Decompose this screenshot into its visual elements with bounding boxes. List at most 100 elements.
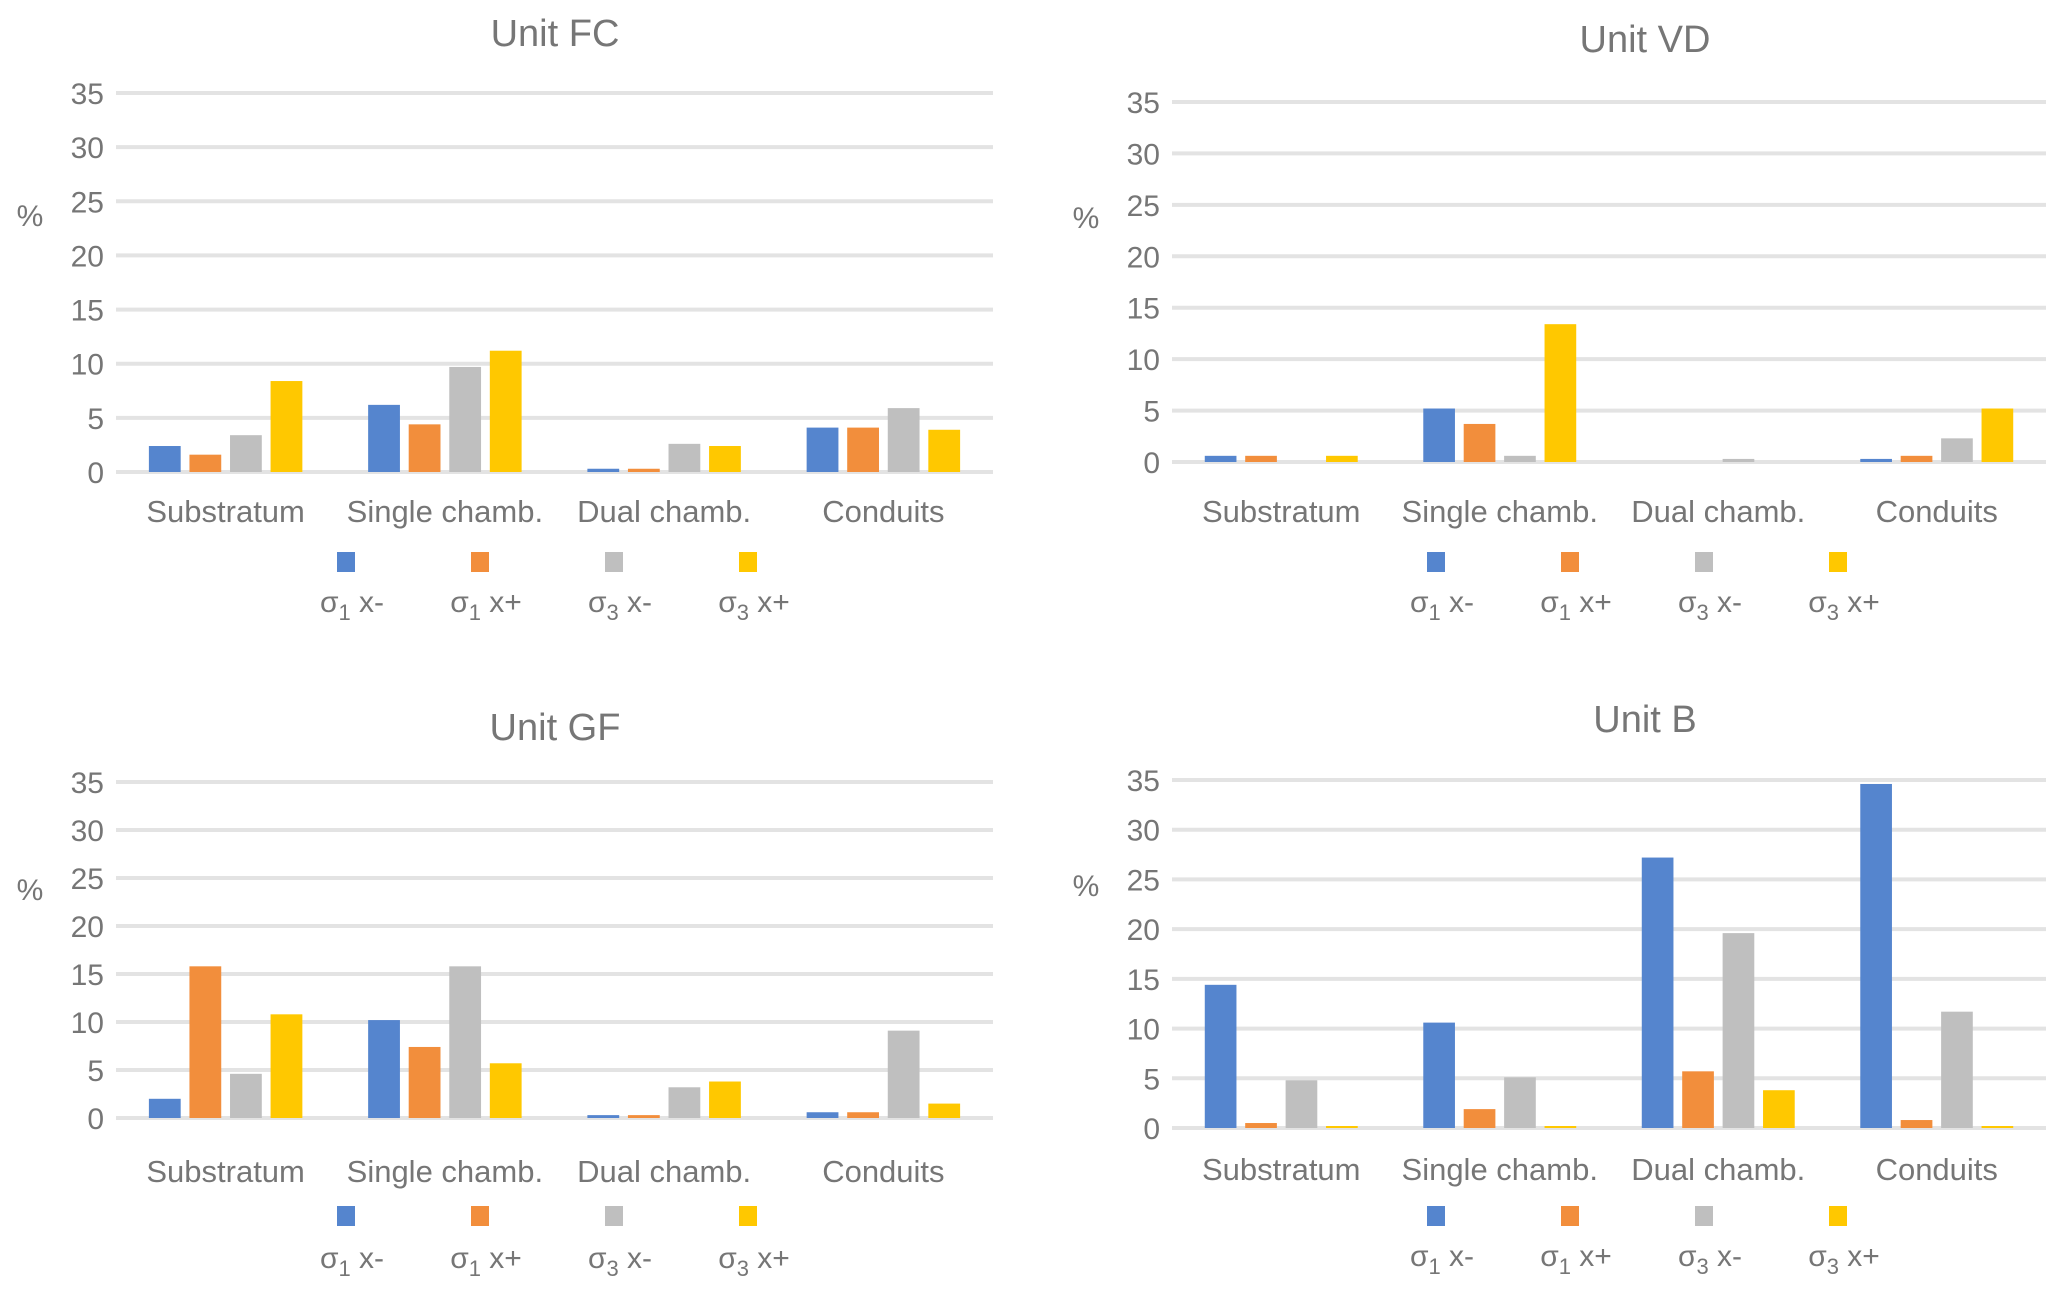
y-axis-label: % — [17, 874, 44, 907]
y-tick-label: 10 — [71, 1007, 104, 1040]
y-tick-label: 0 — [87, 457, 104, 490]
x-category-label: Dual chamb. — [577, 494, 751, 529]
y-tick-label: 15 — [71, 959, 104, 992]
legend-swatch — [1561, 552, 1579, 572]
bar-single-chamb-series-3 — [1504, 455, 1536, 462]
legend-label: σ3 x- — [588, 586, 652, 625]
y-tick-label: 20 — [71, 911, 104, 944]
y-tick-label: 30 — [71, 132, 104, 165]
x-category-label: Dual chamb. — [1631, 1152, 1805, 1187]
y-tick-label: 5 — [87, 403, 104, 436]
bar-single-chamb-series-2 — [408, 1046, 441, 1118]
y-tick-label: 25 — [1127, 864, 1160, 897]
legend-swatch — [739, 552, 757, 572]
chart-panel-unit-fc: Unit FC% 0 5 10 15 20 25 30 35 Substratum Single c… — [17, 13, 993, 625]
y-tick-label: 0 — [1143, 1113, 1160, 1146]
bar-single-chamb-series-2 — [408, 424, 441, 472]
bar-dual-chamb-series-4 — [1763, 1090, 1795, 1128]
y-tick-label: 35 — [71, 78, 104, 111]
y-tick-label: 35 — [71, 767, 104, 800]
legend-label: σ3 x- — [1678, 1240, 1742, 1279]
bar-substratum-series-3 — [230, 435, 262, 472]
bar-conduits-series-1 — [1860, 458, 1892, 462]
legend-swatch — [1695, 1206, 1713, 1226]
x-category-label: Single chamb. — [1402, 1152, 1598, 1187]
legend-label: σ3 x+ — [1808, 1240, 1880, 1279]
x-category-label: Dual chamb. — [1631, 494, 1805, 529]
bar-dual-chamb-series-1 — [587, 1115, 620, 1118]
x-category-label: Conduits — [1876, 1152, 1998, 1187]
legend-label: σ1 x+ — [450, 586, 522, 625]
legend-swatch — [471, 552, 489, 572]
y-tick-label: 20 — [1127, 914, 1160, 947]
bar-single-chamb-series-1 — [1423, 408, 1455, 462]
bar-single-chamb-series-4 — [489, 350, 522, 472]
bar-substratum-series-4 — [1326, 455, 1358, 462]
y-tick-label: 5 — [1143, 1063, 1160, 1096]
legend-item: σ1 x- — [1410, 552, 1474, 625]
bar-conduits-series-2 — [847, 1112, 879, 1118]
legend-item: σ3 x- — [588, 552, 652, 625]
y-tick-label: 10 — [1127, 344, 1160, 377]
legend-label: σ1 x+ — [1540, 1240, 1612, 1279]
bar-dual-chamb-series-4 — [709, 446, 741, 472]
bar-dual-chamb-series-3 — [1722, 933, 1755, 1128]
legend-swatch — [1829, 552, 1847, 572]
y-tick-label: 35 — [1127, 87, 1160, 120]
bar-conduits-series-2 — [847, 427, 879, 472]
bar-conduits-series-3 — [887, 408, 920, 472]
bar-substratum-series-2 — [1245, 455, 1277, 462]
chart-panel-unit-b: Unit B% 0 5 10 15 20 25 30 35 Substratum Single ch… — [1073, 699, 2046, 1279]
y-tick-label: 15 — [1127, 964, 1160, 997]
legend-label: σ1 x- — [1410, 586, 1474, 625]
bar-single-chamb-series-3 — [449, 966, 482, 1118]
bar-substratum-series-2 — [1245, 1123, 1277, 1128]
bar-substratum-series-1 — [1204, 455, 1237, 462]
legend-label: σ3 x- — [1678, 586, 1742, 625]
bar-conduits-series-3 — [1941, 1011, 1973, 1128]
legend-item: σ1 x- — [320, 1206, 384, 1281]
legend-item: σ1 x- — [1410, 1206, 1474, 1279]
bar-conduits-series-4 — [928, 1103, 961, 1118]
legend-swatch — [1695, 552, 1713, 572]
y-tick-label: 30 — [1127, 815, 1160, 848]
x-category-label: Conduits — [822, 1154, 944, 1189]
legend-item: σ3 x- — [1678, 1206, 1742, 1279]
legend-swatch — [471, 1206, 489, 1226]
legend-item: σ1 x+ — [1540, 552, 1612, 625]
bar-conduits-series-4 — [1981, 1126, 2014, 1128]
bar-dual-chamb-series-2 — [627, 1115, 660, 1118]
bar-dual-chamb-series-3 — [668, 443, 701, 472]
legend-swatch — [739, 1206, 757, 1226]
chart-title: Unit FC — [491, 13, 620, 55]
bar-single-chamb-series-1 — [368, 404, 400, 472]
bar-dual-chamb-series-1 — [1641, 857, 1674, 1128]
legend-swatch — [1829, 1206, 1847, 1226]
x-category-label: Dual chamb. — [577, 1154, 751, 1189]
legend-label: σ3 x+ — [1808, 586, 1880, 625]
bar-single-chamb-series-4 — [1544, 1126, 1577, 1128]
bar-dual-chamb-series-1 — [587, 468, 620, 472]
y-tick-label: 30 — [71, 815, 104, 848]
bar-single-chamb-series-1 — [368, 1020, 400, 1118]
chart-title: Unit B — [1593, 699, 1696, 741]
x-category-label: Substratum — [1202, 1152, 1361, 1187]
legend-item: σ1 x- — [320, 552, 384, 625]
legend-item: σ1 x+ — [450, 552, 522, 625]
bar-substratum-series-1 — [148, 1098, 181, 1118]
legend-item: σ1 x+ — [1540, 1206, 1612, 1279]
bar-conduits-series-2 — [1900, 455, 1933, 462]
bar-conduits-series-1 — [806, 1112, 839, 1118]
legend-swatch — [605, 552, 623, 572]
legend-label: σ1 x+ — [1540, 586, 1612, 625]
y-tick-label: 25 — [1127, 190, 1160, 223]
bar-single-chamb-series-2 — [1463, 423, 1496, 462]
chart-title: Unit VD — [1580, 19, 1711, 61]
legend-label: σ3 x- — [588, 1242, 652, 1281]
legend-item: σ3 x+ — [718, 1206, 790, 1281]
legend-label: σ1 x- — [320, 1242, 384, 1281]
legend-item: σ3 x+ — [1808, 552, 1880, 625]
bar-substratum-series-4 — [1326, 1126, 1358, 1128]
bar-substratum-series-2 — [189, 966, 222, 1118]
